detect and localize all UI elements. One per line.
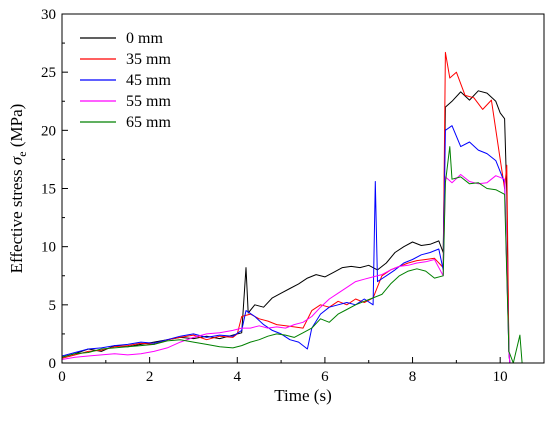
y-axis-label: Effective stress σe (MPa): [7, 104, 29, 274]
legend-label: 65 mm: [126, 114, 171, 131]
series-line-3: [62, 174, 544, 363]
series-line-2: [62, 125, 544, 363]
y-tick-label: 10: [41, 240, 56, 256]
y-axis-label-symbol: σ: [7, 156, 26, 165]
legend-label: 0 mm: [126, 30, 163, 47]
ticks-layer: 0 2 4 6 8 10 0 5 10 15 20 25 30: [41, 7, 508, 385]
x-tick-label: 6: [321, 369, 329, 385]
y-tick-label: 0: [49, 356, 57, 372]
y-tick-label: 20: [41, 123, 56, 139]
series-line-1: [62, 51, 544, 363]
legend-label: 55 mm: [126, 93, 171, 110]
y-tick-label: 25: [41, 65, 56, 81]
x-tick-label: 10: [493, 369, 508, 385]
x-axis-label: Time (s): [274, 386, 331, 405]
y-tick-label: 5: [49, 298, 57, 314]
y-tick-label: 30: [41, 7, 56, 23]
series-layer: [62, 51, 544, 363]
y-axis-label-main: Effective stress: [7, 165, 26, 273]
legend: 0 mm 35 mm 45 mm 55 mm 65 mm: [80, 30, 171, 131]
y-axis-label-unit: (MPa): [7, 104, 26, 152]
y-axis-label-subscript: e: [15, 151, 29, 156]
legend-label: 45 mm: [126, 72, 171, 89]
y-tick-label: 15: [41, 182, 56, 198]
legend-label: 35 mm: [126, 51, 171, 68]
series-line-4: [62, 146, 544, 363]
x-tick-label: 2: [146, 369, 154, 385]
x-tick-label: 0: [58, 369, 66, 385]
x-tick-label: 4: [234, 369, 242, 385]
x-tick-label: 8: [409, 369, 417, 385]
